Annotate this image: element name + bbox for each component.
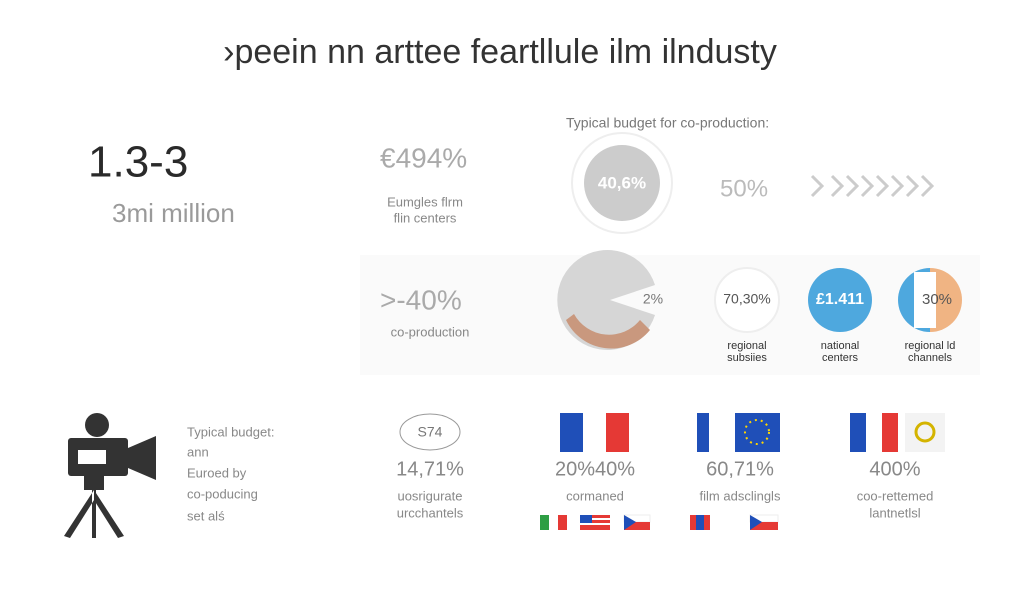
- circle: [584, 145, 660, 221]
- circle-caption: channels: [908, 352, 953, 364]
- stat-label: co-production: [391, 324, 470, 339]
- circle-caption: regional: [727, 340, 766, 352]
- column-value: 60,71%: [706, 458, 774, 480]
- band: [914, 272, 936, 328]
- pie-band: [566, 314, 650, 349]
- column-label: cormaned: [566, 488, 624, 503]
- circle-caption: regional ld: [905, 340, 956, 352]
- half: [930, 268, 962, 332]
- side-value: 50%: [720, 175, 768, 202]
- column-label: urcchantels: [397, 505, 464, 520]
- camera-line: set alś: [187, 508, 225, 523]
- camera-icon: [64, 413, 156, 538]
- circle-label: 70,30%: [723, 291, 770, 307]
- circle-label: 40,6%: [598, 173, 646, 192]
- stat-value: €494%: [380, 142, 467, 173]
- stat-label: flin centers: [394, 210, 457, 225]
- globe-label: S74: [418, 424, 443, 440]
- big-unit: 3mi million: [112, 198, 235, 228]
- stat-value: >-40%: [380, 284, 462, 315]
- column-value: 400%: [869, 458, 920, 480]
- column-label: uosrigurate: [397, 488, 462, 503]
- camera-line: co-poducing: [187, 486, 258, 501]
- circle-caption: centers: [822, 352, 859, 364]
- camera-line: ann: [187, 444, 209, 459]
- big-value: 1.3-3: [88, 138, 188, 187]
- circle-caption: subsiies: [727, 352, 767, 364]
- column-label: coo-rettemed: [857, 488, 934, 503]
- circle: [714, 267, 780, 333]
- ring: [571, 132, 673, 234]
- flags: [540, 413, 945, 530]
- stat-label: Eumgles flrm: [387, 194, 463, 209]
- caption: Typical budget for co-production:: [566, 115, 769, 131]
- circle-label: £1.411: [816, 291, 864, 308]
- globe: [399, 413, 461, 451]
- column-label: film adsclingls: [700, 488, 781, 503]
- title: ›peein nn arttee feartllule ilm ilndusty: [223, 33, 777, 71]
- column-value: 20%40%: [555, 458, 635, 480]
- camera-line: Euroed by: [187, 465, 247, 480]
- circle-caption: national: [821, 340, 860, 352]
- circle: [808, 268, 872, 332]
- panel: [360, 255, 980, 375]
- camera-line: Typical budget:: [187, 424, 274, 439]
- pie-label: 2%: [643, 291, 663, 307]
- column-value: 14,71%: [396, 458, 464, 480]
- chevrons: [810, 174, 935, 198]
- column-label: lantnetlsl: [869, 505, 920, 520]
- circle-label: 30%: [922, 291, 952, 308]
